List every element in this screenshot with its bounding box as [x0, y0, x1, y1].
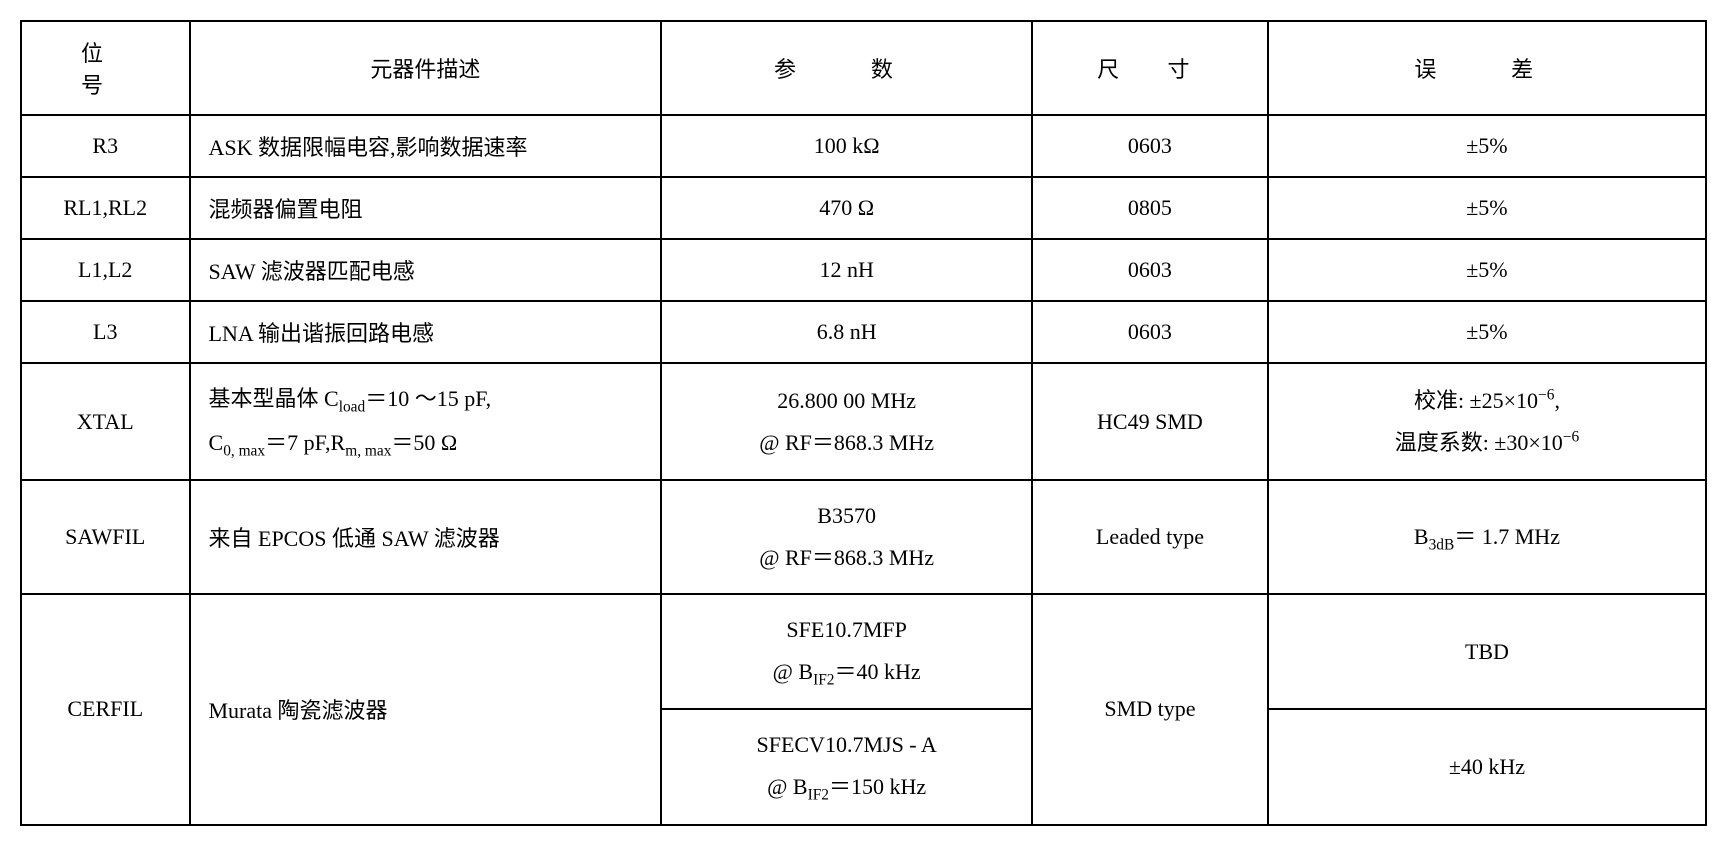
cell-size: 0603 — [1032, 239, 1268, 301]
cell-tol: ±5% — [1268, 115, 1706, 177]
cell-tol: 校准: ±25×10−6, 温度系数: ±30×10−6 — [1268, 363, 1706, 480]
cell-size: Leaded type — [1032, 480, 1268, 594]
component-table: 位 号 元器件描述 参 数 尺 寸 误 差 R3 ASK 数据限幅电容,影响数据… — [20, 20, 1707, 826]
cell-ref: CERFIL — [21, 594, 190, 825]
cell-param: 6.8 nH — [661, 301, 1032, 363]
cell-param: SFE10.7MFP @ BIF2＝40 kHz — [661, 594, 1032, 709]
cell-ref: RL1,RL2 — [21, 177, 190, 239]
cell-ref: R3 — [21, 115, 190, 177]
table-row: RL1,RL2 混频器偏置电阻 470 Ω 0805 ±5% — [21, 177, 1706, 239]
cell-size: SMD type — [1032, 594, 1268, 825]
cell-size: 0603 — [1032, 301, 1268, 363]
cell-desc: SAW 滤波器匹配电感 — [190, 239, 662, 301]
cell-tol: ±5% — [1268, 177, 1706, 239]
col-header-ref: 位 号 — [21, 21, 190, 115]
cell-size: HC49 SMD — [1032, 363, 1268, 480]
cell-param: 470 Ω — [661, 177, 1032, 239]
table-header-row: 位 号 元器件描述 参 数 尺 寸 误 差 — [21, 21, 1706, 115]
cell-tol: ±5% — [1268, 239, 1706, 301]
cell-tol: ±5% — [1268, 301, 1706, 363]
cell-desc: 来自 EPCOS 低通 SAW 滤波器 — [190, 480, 662, 594]
cell-size: 0603 — [1032, 115, 1268, 177]
col-header-param: 参 数 — [661, 21, 1032, 115]
cell-tol: ±40 kHz — [1268, 709, 1706, 824]
cell-param: B3570 @ RF＝868.3 MHz — [661, 480, 1032, 594]
cell-param: 26.800 00 MHz @ RF＝868.3 MHz — [661, 363, 1032, 480]
cell-desc: 基本型晶体 Cload＝10 ～15 pF, C0, max＝7 pF,Rm, … — [190, 363, 662, 480]
cell-param: SFECV10.7MJS - A @ BIF2＝150 kHz — [661, 709, 1032, 824]
cell-ref: L3 — [21, 301, 190, 363]
col-header-desc: 元器件描述 — [190, 21, 662, 115]
cell-tol: TBD — [1268, 594, 1706, 709]
table-row: XTAL 基本型晶体 Cload＝10 ～15 pF, C0, max＝7 pF… — [21, 363, 1706, 480]
cell-ref: XTAL — [21, 363, 190, 480]
cell-desc: Murata 陶瓷滤波器 — [190, 594, 662, 825]
table-row: SAWFIL 来自 EPCOS 低通 SAW 滤波器 B3570 @ RF＝86… — [21, 480, 1706, 594]
cell-size: 0805 — [1032, 177, 1268, 239]
cell-tol: B3dB＝ 1.7 MHz — [1268, 480, 1706, 594]
table-row: L3 LNA 输出谐振回路电感 6.8 nH 0603 ±5% — [21, 301, 1706, 363]
cell-desc: LNA 输出谐振回路电感 — [190, 301, 662, 363]
col-header-size: 尺 寸 — [1032, 21, 1268, 115]
cell-desc: ASK 数据限幅电容,影响数据速率 — [190, 115, 662, 177]
cell-ref: SAWFIL — [21, 480, 190, 594]
cell-param: 100 kΩ — [661, 115, 1032, 177]
cell-param: 12 nH — [661, 239, 1032, 301]
table-row: L1,L2 SAW 滤波器匹配电感 12 nH 0603 ±5% — [21, 239, 1706, 301]
cell-ref: L1,L2 — [21, 239, 190, 301]
col-header-tol: 误 差 — [1268, 21, 1706, 115]
table-row: CERFIL Murata 陶瓷滤波器 SFE10.7MFP @ BIF2＝40… — [21, 594, 1706, 709]
table-row: R3 ASK 数据限幅电容,影响数据速率 100 kΩ 0603 ±5% — [21, 115, 1706, 177]
cell-desc: 混频器偏置电阻 — [190, 177, 662, 239]
